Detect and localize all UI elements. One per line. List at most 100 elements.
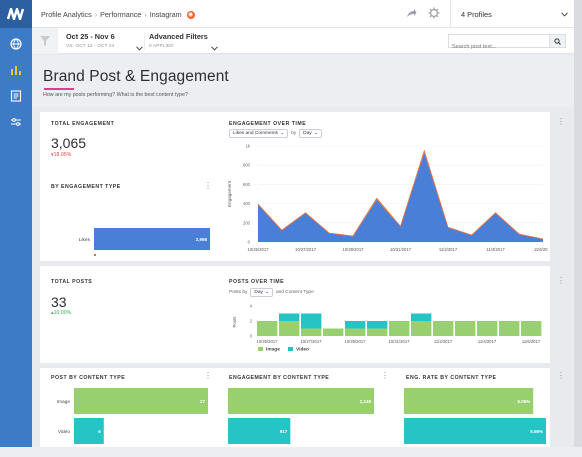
breadcrumb-profile-analytics[interactable]: Profile Analytics [41, 10, 92, 19]
y-tick-label: 800 [243, 163, 251, 168]
x-tick-label: 10/31/2017 [389, 339, 411, 344]
x-tick-label: 10/31/2017 [390, 247, 412, 252]
y-tick-label: 4 [250, 304, 253, 309]
bar-value-label: 917 [280, 429, 288, 434]
bar [404, 388, 534, 414]
y-tick-label: 0 [250, 334, 253, 339]
chevron-down-icon [211, 38, 218, 56]
breadcrumb-separator: › [144, 10, 147, 19]
advanced-filters-dropdown[interactable]: Advanced Filters 0 APPLIED [144, 32, 220, 51]
settings-sliders-icon[interactable] [0, 112, 32, 132]
image-bar [257, 321, 278, 336]
y-axis-label: Posts [232, 316, 237, 328]
breadcrumb-performance[interactable]: Performance [100, 10, 142, 19]
y-tick-label: 200 [243, 220, 251, 225]
post-by-content-type-label: POST BY CONTENT TYPE [51, 375, 126, 381]
comparison-range: VS. OCT 12 - OCT 24 [66, 43, 115, 48]
bar-value-label: 5.06% [517, 399, 530, 404]
search-button[interactable] [549, 35, 565, 47]
category-label: Likes [79, 237, 91, 243]
image-bar [521, 321, 542, 336]
rate-by-content-type-label: ENG. RATE BY CONTENT TYPE [406, 375, 497, 381]
bar-value-label: 27 [200, 399, 206, 404]
app-logo[interactable] [0, 0, 32, 28]
posts-card: TOTAL POSTS 33 ▴10.00% POSTS OVER TIME ⋮… [40, 266, 565, 363]
posts-period-value: Day [254, 290, 263, 295]
bar [74, 388, 208, 414]
share-icon[interactable] [406, 8, 417, 20]
more-options-icon[interactable]: ⋮ [557, 276, 565, 285]
bar-value-label: 2,998 [196, 237, 208, 242]
breadcrumb-separator: › [94, 10, 98, 19]
reports-icon[interactable] [0, 86, 32, 106]
x-tick-label: 10/25/2017 [248, 247, 270, 252]
bar [94, 254, 96, 256]
profiles-dropdown[interactable]: 4 Profiles [450, 0, 574, 28]
y-tick-label: 600 [243, 182, 251, 187]
bar-value-label: 6 [98, 429, 101, 434]
more-options-icon[interactable]: ⋮ [381, 371, 389, 380]
posts-chart-controls: Posts by Day ⌄ and Content Type [229, 288, 314, 297]
image-bar [411, 321, 432, 336]
rate-by-content-type-chart: 5.06% 5.56% [404, 388, 546, 444]
more-options-icon[interactable]: ⋮ [204, 371, 212, 380]
by-engagement-type-label: BY ENGAGEMENT TYPE [51, 184, 121, 190]
image-bar [367, 328, 388, 336]
period-select[interactable]: Day ⌄ [299, 129, 322, 138]
metric-select[interactable]: Likes and Comments ⌄ [229, 129, 289, 138]
more-options-icon[interactable]: ⋮ [204, 181, 212, 190]
date-range-picker[interactable]: Oct 25 - Nov 6 VS. OCT 12 - OCT 24 [66, 32, 143, 51]
bar [74, 418, 104, 444]
advanced-filters-label: Advanced Filters [149, 32, 208, 41]
legend-video-label: Video [296, 347, 309, 353]
x-tick-label: 11/6/2017 [534, 247, 548, 252]
breadcrumb-instagram[interactable]: Instagram [149, 10, 182, 19]
chevron-down-icon [561, 10, 568, 19]
bar-value-label: 5.56% [530, 429, 543, 434]
filter-toggle[interactable] [32, 28, 58, 54]
x-tick-label: 10/27/2017 [301, 339, 323, 344]
x-tick-label: 10/29/2017 [345, 339, 367, 344]
filters-applied-count: 0 APPLIED [149, 43, 174, 48]
y-axis-label: Engagement [227, 180, 232, 207]
page-title: Brand Post & Engagement [43, 68, 229, 85]
date-range-value: Oct 25 - Nov 6 [66, 32, 115, 41]
more-options-icon[interactable]: ⋮ [557, 117, 565, 126]
image-bar [455, 321, 476, 336]
instagram-badge-icon: ◉ [186, 10, 195, 19]
globe-icon[interactable] [0, 34, 32, 54]
x-tick-label: 11/2/2017 [439, 247, 458, 252]
total-posts-label: TOTAL POSTS [51, 279, 93, 285]
comments-line [257, 149, 544, 240]
posts-period-select[interactable]: Day ⌄ [250, 288, 273, 297]
y-tick-label: 1k [246, 144, 251, 149]
engagement-over-time-chart: 0 200 400 600 800 1k Engagement 10/25/2017 10/27… [227, 144, 548, 253]
image-bar [345, 328, 366, 336]
gear-icon[interactable] [428, 7, 440, 21]
posts-over-time-label: POSTS OVER TIME [229, 279, 285, 285]
more-options-icon[interactable]: ⋮ [557, 371, 565, 380]
total-posts-value: 33 [51, 294, 67, 310]
engagement-over-time-label: ENGAGEMENT OVER TIME [229, 121, 307, 127]
video-bar [367, 321, 388, 329]
analytics-icon[interactable] [0, 60, 32, 80]
chevron-down-icon: ⌄ [313, 131, 318, 136]
metric-select-value: Likes and Comments [233, 131, 279, 136]
legend-image-swatch [258, 347, 263, 351]
page-subtitle: How are my posts performing? What is the… [43, 92, 188, 98]
total-engagement-label: TOTAL ENGAGEMENT [51, 121, 115, 127]
category-label: Video [58, 429, 71, 435]
by-text: by [291, 131, 297, 136]
search-input[interactable] [449, 41, 545, 53]
post-by-content-type-chart: Image 27 Video 6 [57, 388, 208, 444]
period-select-value: Day [303, 131, 312, 136]
image-bar [279, 321, 300, 336]
category-label: Image [57, 399, 71, 405]
window-edge [574, 0, 582, 457]
x-tick-label: 10/27/2017 [295, 247, 317, 252]
legend-image-label: Image [266, 347, 280, 353]
search-box [448, 34, 566, 53]
breadcrumb: Profile Analytics › Performance › Instag… [41, 10, 195, 19]
filter-bar: Oct 25 - Nov 6 VS. OCT 12 - OCT 24 Advan… [32, 28, 574, 54]
engagement-by-content-type-chart: 2,148 917 [228, 388, 374, 444]
